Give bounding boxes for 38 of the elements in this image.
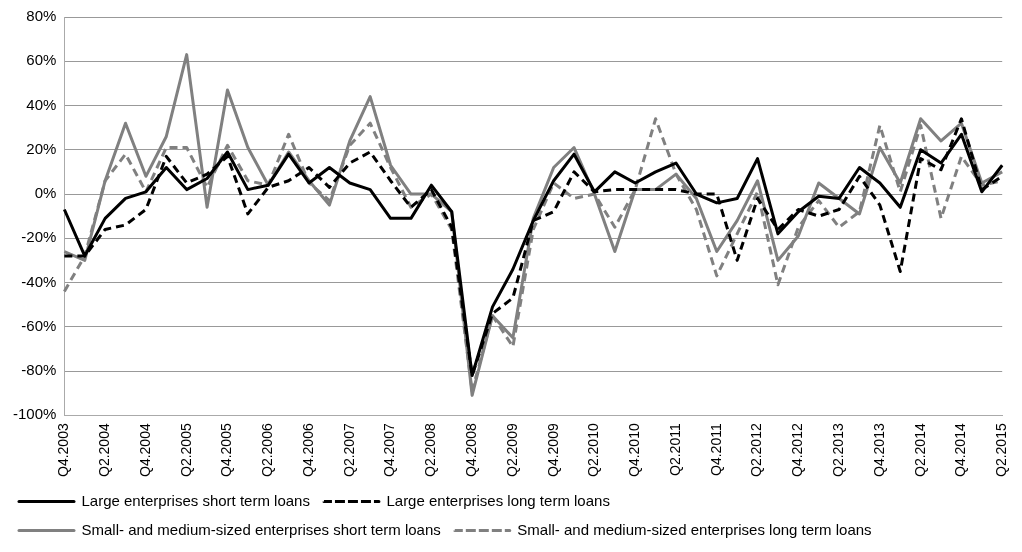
x-tick-label: Q4.2005: [218, 423, 235, 478]
y-tick-label: 40%: [26, 95, 57, 113]
x-tick-label: Q4.2009: [544, 423, 561, 478]
legend-label: Small- and medium-sized enterprises short term loans: [81, 520, 441, 538]
y-tick-label: 60%: [26, 51, 57, 69]
x-tick-label: Q4.2003: [55, 423, 72, 478]
legend-label: Small- and medium-sized enterprises long term loans: [517, 520, 872, 538]
x-tick-label: Q2.2010: [585, 423, 602, 478]
x-tick-label: Q2.2006: [259, 423, 276, 478]
x-tick-label: Q2.2015: [993, 423, 1010, 478]
x-tick-label: Q2.2011: [666, 423, 683, 476]
x-tick-label: Q4.2004: [136, 423, 153, 478]
y-tick-label: 80%: [26, 7, 57, 25]
y-tick-label: -80%: [21, 361, 57, 379]
x-tick-label: Q4.2014: [952, 423, 969, 478]
x-tick-label: Q2.2009: [503, 423, 520, 478]
x-tick-label: Q4.2013: [870, 423, 887, 478]
x-tick-label: Q2.2012: [748, 423, 765, 478]
x-tick-label: Q4.2010: [626, 423, 643, 478]
legend-label: Large enterprises short term loans: [81, 491, 310, 509]
y-tick-label: -100%: [13, 405, 57, 423]
y-tick-label: 20%: [26, 139, 57, 157]
y-tick-label: 0%: [34, 184, 57, 202]
y-tick-label: -60%: [21, 316, 57, 334]
x-tick-label: Q2.2013: [829, 423, 846, 478]
x-tick-label: Q4.2007: [381, 423, 398, 478]
x-tick-label: Q2.2005: [177, 423, 194, 478]
x-tick-label: Q2.2008: [422, 423, 439, 478]
x-tick-label: Q4.2008: [462, 423, 479, 478]
x-tick-label: Q2.2007: [340, 423, 357, 478]
x-tick-label: Q2.2004: [95, 423, 112, 478]
x-tick-label: Q4.2011: [707, 423, 724, 476]
y-tick-label: -40%: [21, 272, 57, 290]
legend-label: Large enterprises long term loans: [386, 491, 610, 509]
x-tick-label: Q4.2006: [299, 423, 316, 478]
y-tick-label: -20%: [21, 228, 57, 246]
x-tick-label: Q4.2012: [789, 423, 806, 478]
x-tick-label: Q2.2014: [911, 423, 928, 478]
